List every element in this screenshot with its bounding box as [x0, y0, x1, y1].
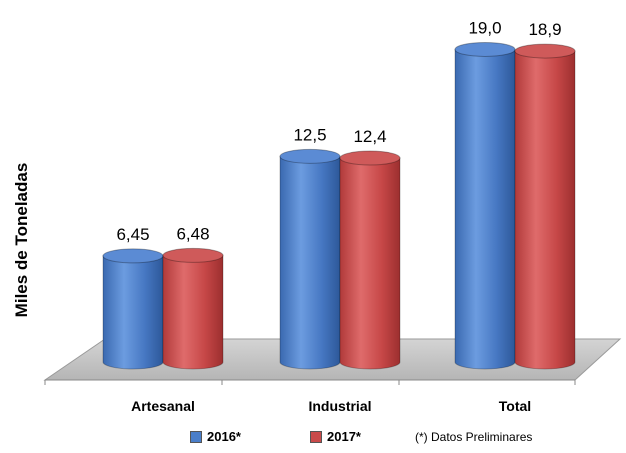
legend-label-2016: 2016*: [207, 429, 241, 444]
bar-artesanal-2017: [162, 247, 224, 370]
bar-top-artesanal-2017: [162, 247, 224, 263]
x-tick-label-total: Total: [499, 398, 531, 414]
bar-top-total-2017: [514, 43, 576, 59]
legend: 2016* 2017* (*) Datos Preliminares: [0, 429, 626, 451]
y-axis-label-text: Miles de Toneladas: [12, 162, 31, 318]
bar-artesanal-2016: [102, 248, 164, 370]
data-label-artesanal-2016: 6,45: [116, 225, 149, 244]
data-label-artesanal-2017: 6,48: [176, 224, 209, 243]
bar-top-industrial-2017: [339, 150, 401, 166]
legend-item-2017: 2017*: [310, 429, 361, 444]
data-label-industrial-2017: 12,4: [353, 127, 386, 146]
bar-body-industrial-2016: [279, 155, 341, 370]
legend-label-2017: 2017*: [327, 429, 361, 444]
data-label-total-2017: 18,9: [528, 20, 561, 39]
bar-body-total-2017: [514, 50, 576, 370]
bar-total-2016: [454, 41, 516, 370]
bar-body-artesanal-2016: [102, 255, 164, 370]
bar-industrial-2016: [279, 148, 341, 370]
bar-top-total-2016: [454, 41, 516, 57]
y-axis-label: Miles de Toneladas: [12, 160, 32, 320]
bar-body-total-2016: [454, 48, 516, 370]
bar-industrial-2017: [339, 150, 401, 370]
x-tick-label-artesanal: Artesanal: [131, 398, 195, 414]
legend-swatch-2016: [190, 430, 202, 443]
bar-body-industrial-2017: [339, 157, 401, 370]
data-label-total-2016: 19,0: [468, 18, 501, 37]
data-label-industrial-2016: 12,5: [293, 125, 326, 144]
bar-top-artesanal-2016: [102, 248, 164, 264]
bar-body-artesanal-2017: [162, 254, 224, 370]
legend-item-2016: 2016*: [190, 429, 241, 444]
legend-swatch-2017: [310, 430, 322, 443]
preliminary-data-note: (*) Datos Preliminares: [415, 430, 533, 444]
x-tick-label-industrial: Industrial: [308, 398, 371, 414]
bar-top-industrial-2016: [279, 148, 341, 164]
bar-total-2017: [514, 43, 576, 370]
